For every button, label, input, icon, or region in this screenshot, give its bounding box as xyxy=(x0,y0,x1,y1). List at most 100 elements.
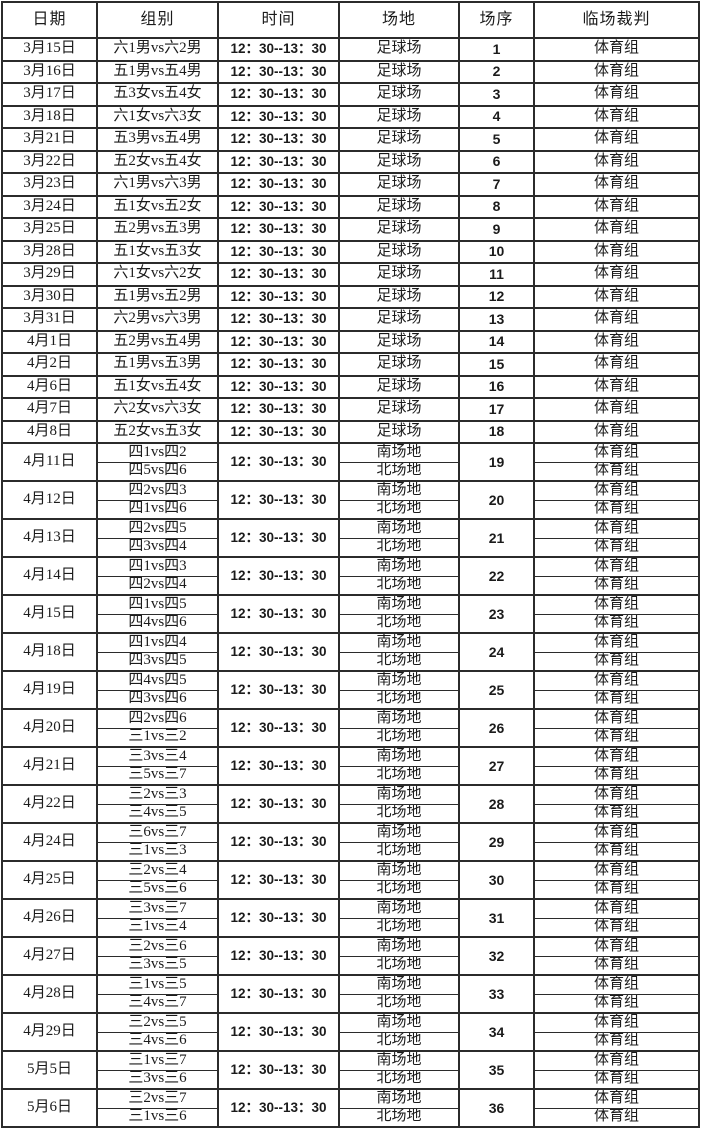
group-cell: 三1vs三2 xyxy=(96,727,219,748)
match-no-cell: 7 xyxy=(458,172,535,197)
date-cell: 4月18日 xyxy=(1,632,98,672)
date-cell: 3月30日 xyxy=(1,284,98,309)
group-cell: 三1vs三4 xyxy=(96,917,219,938)
date-cell: 4月25日 xyxy=(1,860,98,900)
time-cell: 12：30--13：30 xyxy=(217,127,340,152)
match-no-cell: 22 xyxy=(458,556,535,596)
table-row: 4月6日 五1女vs五4女 12：30--13：30 足球场 16 体育组 xyxy=(1,374,700,399)
date-cell: 3月16日 xyxy=(1,59,98,84)
referee-cell: 体育组 xyxy=(533,670,700,691)
venue-cell: 北场地 xyxy=(338,689,460,710)
date-cell: 4月20日 xyxy=(1,708,98,748)
match-no-cell: 18 xyxy=(458,419,535,444)
group-cell: 五2女vs五3女 xyxy=(96,419,219,444)
venue-cell: 南场地 xyxy=(338,556,460,577)
group-cell: 五3男vs五4男 xyxy=(96,127,219,152)
referee-cell: 体育组 xyxy=(533,352,700,377)
table-row: 4月14日 四1vs四3 12：30--13：30 南场地 22 体育组 xyxy=(1,556,700,596)
group-cell: 三3vs三6 xyxy=(96,1069,219,1090)
table-row: 3月21日 五3男vs五4男 12：30--13：30 足球场 5 体育组 xyxy=(1,127,700,152)
group-cell: 四1vs四6 xyxy=(96,499,219,520)
table-row: 三4vs三7 北场地 体育组 xyxy=(2,993,700,1014)
group-cell: 四2vs四5 xyxy=(96,518,219,539)
time-cell: 12：30--13：30 xyxy=(217,594,340,634)
group-cell: 六1女vs六2女 xyxy=(96,262,219,287)
table-row: 5月6日 三2vs三7 12：30--13：30 南场地 36 体育组 xyxy=(1,1088,700,1128)
referee-cell: 体育组 xyxy=(533,1012,700,1033)
group-cell: 三5vs三7 xyxy=(96,765,219,786)
venue-cell: 南场地 xyxy=(338,594,460,615)
time-cell: 12：30--13：30 xyxy=(217,352,340,377)
referee-cell: 体育组 xyxy=(533,594,700,615)
venue-cell: 足球场 xyxy=(338,149,460,174)
group-cell: 六1男vs六2男 xyxy=(96,37,219,62)
time-cell: 12：30--13：30 xyxy=(217,419,340,444)
match-no-cell: 6 xyxy=(458,149,535,174)
table-row: 3月29日 六1女vs六2女 12：30--13：30 足球场 11 体育组 xyxy=(1,262,700,287)
referee-cell: 体育组 xyxy=(533,518,700,539)
referee-cell: 体育组 xyxy=(533,374,700,399)
referee-cell: 体育组 xyxy=(533,397,700,422)
venue-cell: 足球场 xyxy=(338,419,460,444)
date-cell: 4月22日 xyxy=(1,784,98,824)
table-row: 4月26日 三3vs三7 12：30--13：30 南场地 31 体育组 xyxy=(1,898,700,938)
referee-cell: 体育组 xyxy=(533,936,700,957)
date-cell: 4月21日 xyxy=(1,746,98,786)
referee-cell: 体育组 xyxy=(533,499,700,520)
venue-cell: 北场地 xyxy=(338,1107,460,1128)
group-cell: 四4vs四6 xyxy=(96,613,219,634)
venue-cell: 足球场 xyxy=(338,59,460,84)
group-cell: 三6vs三7 xyxy=(96,822,219,843)
group-cell: 六1男vs六3男 xyxy=(96,172,219,197)
referee-cell: 体育组 xyxy=(533,59,700,84)
group-cell: 三2vs三4 xyxy=(96,860,219,881)
date-cell: 4月14日 xyxy=(1,556,98,596)
referee-cell: 体育组 xyxy=(533,879,700,900)
referee-cell: 体育组 xyxy=(533,172,700,197)
date-cell: 4月26日 xyxy=(1,898,98,938)
venue-cell: 足球场 xyxy=(338,352,460,377)
match-no-cell: 25 xyxy=(458,670,535,710)
date-cell: 4月2日 xyxy=(1,352,98,377)
table-row: 4月24日 三6vs三7 12：30--13：30 南场地 29 体育组 xyxy=(1,822,700,862)
time-cell: 12：30--13：30 xyxy=(217,670,340,710)
match-no-cell: 23 xyxy=(458,594,535,634)
time-cell: 12：30--13：30 xyxy=(217,217,340,242)
time-cell: 12：30--13：30 xyxy=(217,37,340,62)
time-cell: 12：30--13：30 xyxy=(217,632,340,672)
group-cell: 四3vs四5 xyxy=(96,651,219,672)
referee-cell: 体育组 xyxy=(533,632,700,653)
venue-cell: 足球场 xyxy=(338,127,460,152)
time-cell: 12：30--13：30 xyxy=(217,746,340,786)
date-cell: 4月28日 xyxy=(1,974,98,1014)
group-cell: 三3vs三4 xyxy=(96,746,219,767)
date-cell: 4月27日 xyxy=(1,936,98,976)
referee-cell: 体育组 xyxy=(533,1107,700,1128)
date-cell: 3月17日 xyxy=(1,82,98,107)
table-row: 4月20日 四2vs四6 12：30--13：30 南场地 26 体育组 xyxy=(1,708,700,748)
referee-cell: 体育组 xyxy=(533,898,700,919)
group-cell: 四1vs四5 xyxy=(96,594,219,615)
group-cell: 三1vs三6 xyxy=(96,1107,219,1128)
referee-cell: 体育组 xyxy=(533,1069,700,1090)
group-cell: 五2男vs五4男 xyxy=(96,329,219,354)
referee-cell: 体育组 xyxy=(533,1031,700,1052)
venue-cell: 南场地 xyxy=(338,974,460,995)
group-cell: 四2vs四6 xyxy=(96,708,219,729)
date-cell: 3月28日 xyxy=(1,239,98,264)
group-cell: 五2男vs五3男 xyxy=(96,217,219,242)
table-row: 4月27日 三2vs三6 12：30--13：30 南场地 32 体育组 xyxy=(1,936,700,976)
match-no-cell: 14 xyxy=(458,329,535,354)
group-cell: 五1男vs五3男 xyxy=(96,352,219,377)
table-row: 四5vs四6 北场地 体育组 xyxy=(2,461,700,482)
group-cell: 三2vs三7 xyxy=(96,1088,219,1109)
group-cell: 五2女vs五4女 xyxy=(96,149,219,174)
date-cell: 4月13日 xyxy=(1,518,98,558)
venue-cell: 足球场 xyxy=(338,104,460,129)
group-cell: 四1vs四3 xyxy=(96,556,219,577)
venue-cell: 南场地 xyxy=(338,632,460,653)
match-no-cell: 31 xyxy=(458,898,535,938)
venue-cell: 足球场 xyxy=(338,262,460,287)
venue-cell: 足球场 xyxy=(338,329,460,354)
